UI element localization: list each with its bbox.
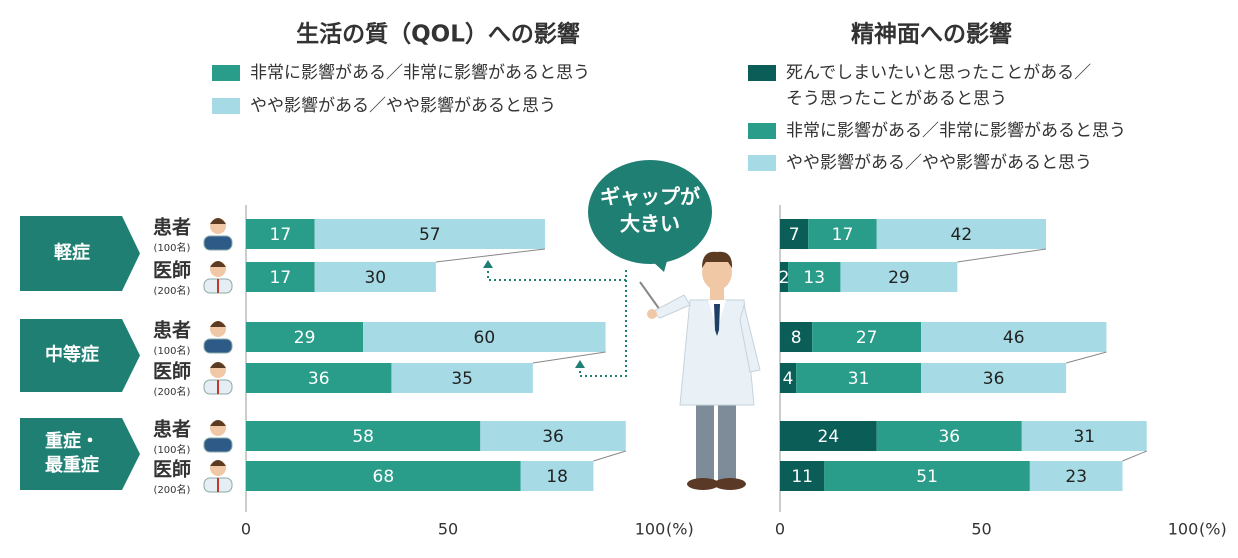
data-label: 18 xyxy=(546,467,568,487)
icon-hair xyxy=(210,218,226,224)
data-label: 58 xyxy=(352,427,374,447)
data-label: 29 xyxy=(294,328,316,348)
person-icon xyxy=(204,420,232,452)
data-label: 31 xyxy=(848,369,870,389)
row-count: (200名) xyxy=(154,385,191,398)
data-label: 17 xyxy=(832,225,854,245)
legend-swatch xyxy=(212,98,240,114)
data-label: 42 xyxy=(951,225,973,245)
row-count: (100名) xyxy=(154,443,191,456)
data-label: 36 xyxy=(542,427,564,447)
legend-swatch xyxy=(748,155,776,171)
doctor-illustration xyxy=(640,252,760,490)
legend-swatch xyxy=(212,65,240,81)
legend-label: 非常に影響がある／非常に影響があると思う xyxy=(250,63,590,83)
legend-swatch xyxy=(748,65,776,81)
x-unit: (%) xyxy=(1199,520,1227,539)
connector xyxy=(957,249,1046,262)
data-label: 17 xyxy=(270,225,292,245)
group-label: 重症・ xyxy=(45,430,99,452)
icon-body xyxy=(204,236,232,250)
data-label: 60 xyxy=(474,328,496,348)
data-label: 51 xyxy=(916,467,938,487)
data-label: 7 xyxy=(789,225,800,245)
data-label: 46 xyxy=(1003,328,1025,348)
data-label: 4 xyxy=(783,369,794,389)
icon-hair xyxy=(210,420,226,426)
x-tick-label: 50 xyxy=(438,520,458,539)
data-label: 8 xyxy=(791,328,802,348)
icon-hair xyxy=(210,460,226,466)
data-label: 17 xyxy=(270,268,292,288)
data-label: 2 xyxy=(779,268,790,288)
x-unit: (%) xyxy=(666,520,694,539)
arrow-head xyxy=(483,260,493,268)
person-icon xyxy=(204,218,232,250)
x-tick-label: 0 xyxy=(241,520,251,539)
connector xyxy=(436,249,545,262)
row-count: (100名) xyxy=(154,241,191,254)
connector xyxy=(593,451,625,461)
icon-hair xyxy=(210,321,226,327)
person-icon xyxy=(204,261,232,293)
row-count: (200名) xyxy=(154,284,191,297)
icon-body xyxy=(204,339,232,353)
data-label: 30 xyxy=(364,268,386,288)
data-label: 13 xyxy=(803,268,825,288)
chart: ギャップが大きい軽症患者(100名)医師(200名)中等症患者(100名)医師(… xyxy=(0,0,1238,554)
legend-label: やや影響がある／やや影響があると思う xyxy=(786,153,1092,173)
row-count: (100名) xyxy=(154,344,191,357)
row-role: 患者 xyxy=(153,418,191,441)
connector xyxy=(533,352,606,363)
arrow-head xyxy=(575,360,585,368)
connector xyxy=(1123,451,1147,461)
data-label: 23 xyxy=(1065,467,1087,487)
data-label: 68 xyxy=(373,467,395,487)
person-icon xyxy=(204,362,232,394)
data-label: 27 xyxy=(856,328,878,348)
x-tick-label: 50 xyxy=(971,520,991,539)
connector xyxy=(1066,352,1106,363)
data-label: 35 xyxy=(451,369,473,389)
legend-swatch xyxy=(748,123,776,139)
icon-body xyxy=(204,438,232,452)
row-role: 医師 xyxy=(153,458,191,481)
person-icon xyxy=(204,460,232,492)
icon-hair xyxy=(210,261,226,267)
x-tick-label: 0 xyxy=(775,520,785,539)
data-label: 57 xyxy=(419,225,441,245)
callout-text: ギャップが xyxy=(600,185,700,209)
data-label: 36 xyxy=(308,369,330,389)
data-label: 36 xyxy=(938,427,960,447)
group-label: 中等症 xyxy=(45,344,99,366)
row-role: 患者 xyxy=(153,319,191,342)
data-label: 29 xyxy=(888,268,910,288)
data-label: 24 xyxy=(818,427,840,447)
row-role: 医師 xyxy=(153,360,191,383)
row-role: 医師 xyxy=(153,259,191,282)
person-icon xyxy=(204,321,232,353)
group-label: 軽症 xyxy=(54,242,90,264)
row-role: 患者 xyxy=(153,216,191,239)
arrow xyxy=(488,268,626,280)
page: ギャップが大きい軽症患者(100名)医師(200名)中等症患者(100名)医師(… xyxy=(0,0,1238,558)
legend-label: 非常に影響がある／非常に影響があると思う xyxy=(786,121,1126,141)
data-label: 36 xyxy=(983,369,1005,389)
icon-hair xyxy=(210,362,226,368)
legend-label: 死んでしまいたいと思ったことがある／そう思ったことがあると思う xyxy=(786,63,1091,109)
x-tick-label: 100 xyxy=(1168,520,1199,539)
data-label: 31 xyxy=(1073,427,1095,447)
group-label: 最重症 xyxy=(45,454,99,476)
chart-title: 生活の質（QOL）への影響 xyxy=(296,21,580,48)
callout-text: 大きい xyxy=(620,212,680,236)
data-label: 11 xyxy=(791,467,813,487)
x-tick-label: 100 xyxy=(635,520,666,539)
row-count: (200名) xyxy=(154,483,191,496)
group-tag xyxy=(20,418,140,490)
chart-title: 精神面への影響 xyxy=(851,21,1012,48)
legend-label: やや影響がある／やや影響があると思う xyxy=(250,96,556,116)
